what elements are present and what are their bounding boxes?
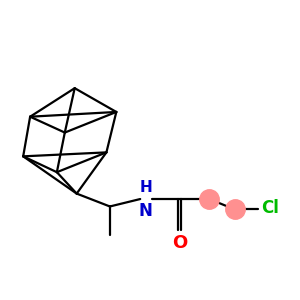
Text: Cl: Cl: [261, 199, 279, 217]
Text: O: O: [172, 234, 187, 252]
Text: N: N: [139, 202, 152, 220]
Text: H: H: [139, 181, 152, 196]
